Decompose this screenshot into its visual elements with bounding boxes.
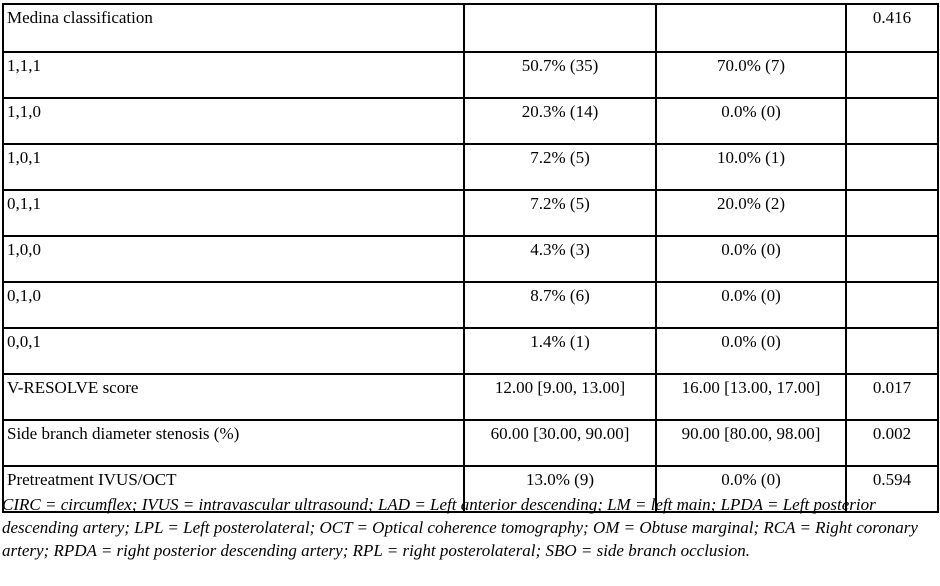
p-value-cell: 0.002	[845, 419, 939, 467]
table-row: V-RESOLVE score 12.00 [9.00, 13.00] 16.0…	[2, 373, 939, 421]
row-label-cell: 1,0,0	[2, 235, 465, 283]
group2-value-cell: 0.0% (0)	[655, 97, 847, 145]
row-label-cell: 0,1,0	[2, 281, 465, 329]
table-row: 0,1,0 8.7% (6) 0.0% (0)	[2, 281, 939, 329]
table-row: 0,0,1 1.4% (1) 0.0% (0)	[2, 327, 939, 375]
group1-value-cell: 7.2% (5)	[463, 143, 657, 191]
abbreviations-footnote: CIRC = circumflex; IVUS = intravascular …	[2, 495, 918, 560]
group1-value-cell: 13.0% (9)	[463, 465, 657, 513]
table-row: Medina classification 0.416	[2, 3, 939, 53]
group1-value-cell: 4.3% (3)	[463, 235, 657, 283]
row-label-cell: 1,1,0	[2, 97, 465, 145]
group1-value-cell: 7.2% (5)	[463, 189, 657, 237]
p-value-cell: 0.594	[845, 465, 939, 513]
row-label-cell: Side branch diameter stenosis (%)	[2, 419, 465, 467]
p-value-cell	[845, 327, 939, 375]
row-label-cell: Pretreatment IVUS/OCT	[2, 465, 465, 513]
row-label-cell: 0,0,1	[2, 327, 465, 375]
medina-classification-table: Medina classification 0.416 1,1,1 50.7% …	[2, 3, 939, 513]
group2-value-cell: 16.00 [13.00, 17.00]	[655, 373, 847, 421]
group1-value-cell	[463, 3, 657, 53]
table-row: 1,1,1 50.7% (35) 70.0% (7)	[2, 51, 939, 99]
group2-value-cell: 0.0% (0)	[655, 327, 847, 375]
group1-value-cell: 12.00 [9.00, 13.00]	[463, 373, 657, 421]
row-label-cell: V-RESOLVE score	[2, 373, 465, 421]
group2-value-cell: 10.0% (1)	[655, 143, 847, 191]
p-value-cell	[845, 97, 939, 145]
group2-value-cell: 70.0% (7)	[655, 51, 847, 99]
p-value-cell	[845, 143, 939, 191]
table-row: Pretreatment IVUS/OCT 13.0% (9) 0.0% (0)…	[2, 465, 939, 513]
p-value-cell	[845, 281, 939, 329]
group2-value-cell	[655, 3, 847, 53]
table-row: 1,0,1 7.2% (5) 10.0% (1)	[2, 143, 939, 191]
row-label-cell: 0,1,1	[2, 189, 465, 237]
group2-value-cell: 90.00 [80.00, 98.00]	[655, 419, 847, 467]
p-value-cell: 0.416	[845, 3, 939, 53]
table-row: 1,1,0 20.3% (14) 0.0% (0)	[2, 97, 939, 145]
group1-value-cell: 1.4% (1)	[463, 327, 657, 375]
group2-value-cell: 0.0% (0)	[655, 281, 847, 329]
row-label-cell: 1,1,1	[2, 51, 465, 99]
group2-value-cell: 0.0% (0)	[655, 465, 847, 513]
group2-value-cell: 20.0% (2)	[655, 189, 847, 237]
p-value-cell	[845, 235, 939, 283]
row-label-cell: Medina classification	[2, 3, 465, 53]
p-value-cell: 0.017	[845, 373, 939, 421]
table-row: Side branch diameter stenosis (%) 60.00 …	[2, 419, 939, 467]
group1-value-cell: 8.7% (6)	[463, 281, 657, 329]
row-label-cell: 1,0,1	[2, 143, 465, 191]
group1-value-cell: 20.3% (14)	[463, 97, 657, 145]
table-row: 1,0,0 4.3% (3) 0.0% (0)	[2, 235, 939, 283]
group1-value-cell: 50.7% (35)	[463, 51, 657, 99]
group2-value-cell: 0.0% (0)	[655, 235, 847, 283]
group1-value-cell: 60.00 [30.00, 90.00]	[463, 419, 657, 467]
table-row: 0,1,1 7.2% (5) 20.0% (2)	[2, 189, 939, 237]
p-value-cell	[845, 189, 939, 237]
p-value-cell	[845, 51, 939, 99]
